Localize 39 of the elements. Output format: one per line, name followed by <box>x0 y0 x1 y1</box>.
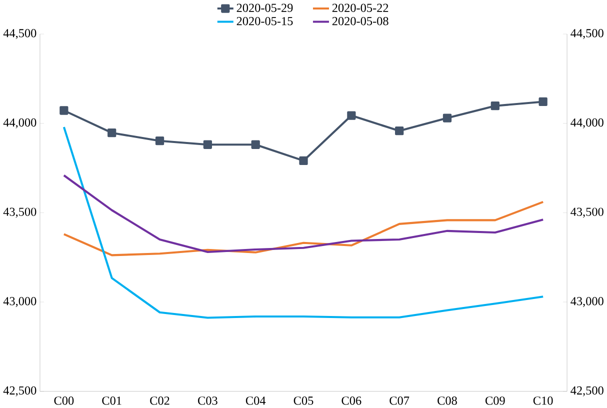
point <box>347 111 356 120</box>
y-tick-label: 42,500 <box>3 386 36 396</box>
y2-tick-label: 44,500 <box>570 29 604 40</box>
x-tick-label: C09 <box>486 396 505 405</box>
point <box>203 140 212 149</box>
y2-tick-label: 44,000 <box>570 118 604 128</box>
point <box>251 140 260 149</box>
point <box>490 102 500 110</box>
y-tick-label: 44,500 <box>3 29 36 40</box>
point <box>442 114 452 122</box>
line-series <box>62 174 544 254</box>
legend-label: 2020-05-15 <box>236 17 293 26</box>
point <box>155 136 164 146</box>
x-tick-label: C05 <box>294 396 314 405</box>
x-tick-label: C01 <box>102 396 122 405</box>
point <box>299 156 308 166</box>
y-tick-label: 43,500 <box>3 208 36 218</box>
y-tick-label: 44,000 <box>3 118 36 128</box>
point <box>60 106 68 115</box>
legend-label: 2020-05-29 <box>236 4 293 12</box>
line-series <box>62 126 544 319</box>
line-series <box>62 200 544 256</box>
x-tick-label: C02 <box>150 396 170 405</box>
x-tick-label: C07 <box>390 396 410 405</box>
y2-tick-label: 43,000 <box>570 297 604 308</box>
point <box>108 128 116 138</box>
x-tick-label: C06 <box>342 396 362 405</box>
x-tick-label: C00 <box>54 396 74 405</box>
x-tick-label: C08 <box>438 396 457 405</box>
x-tick-label: C03 <box>198 396 218 405</box>
x-tick-label: C04 <box>246 396 266 405</box>
legend-label: 2020-05-08 <box>332 17 388 26</box>
x-tick-label: C10 <box>533 396 553 405</box>
y2-tick-label: 43,500 <box>570 208 604 218</box>
y-tick-label: 43,000 <box>3 297 36 308</box>
y2-tick-label: 42,500 <box>570 386 604 396</box>
point <box>395 126 404 136</box>
legend-label: 2020-05-22 <box>332 4 388 12</box>
point <box>538 97 548 106</box>
